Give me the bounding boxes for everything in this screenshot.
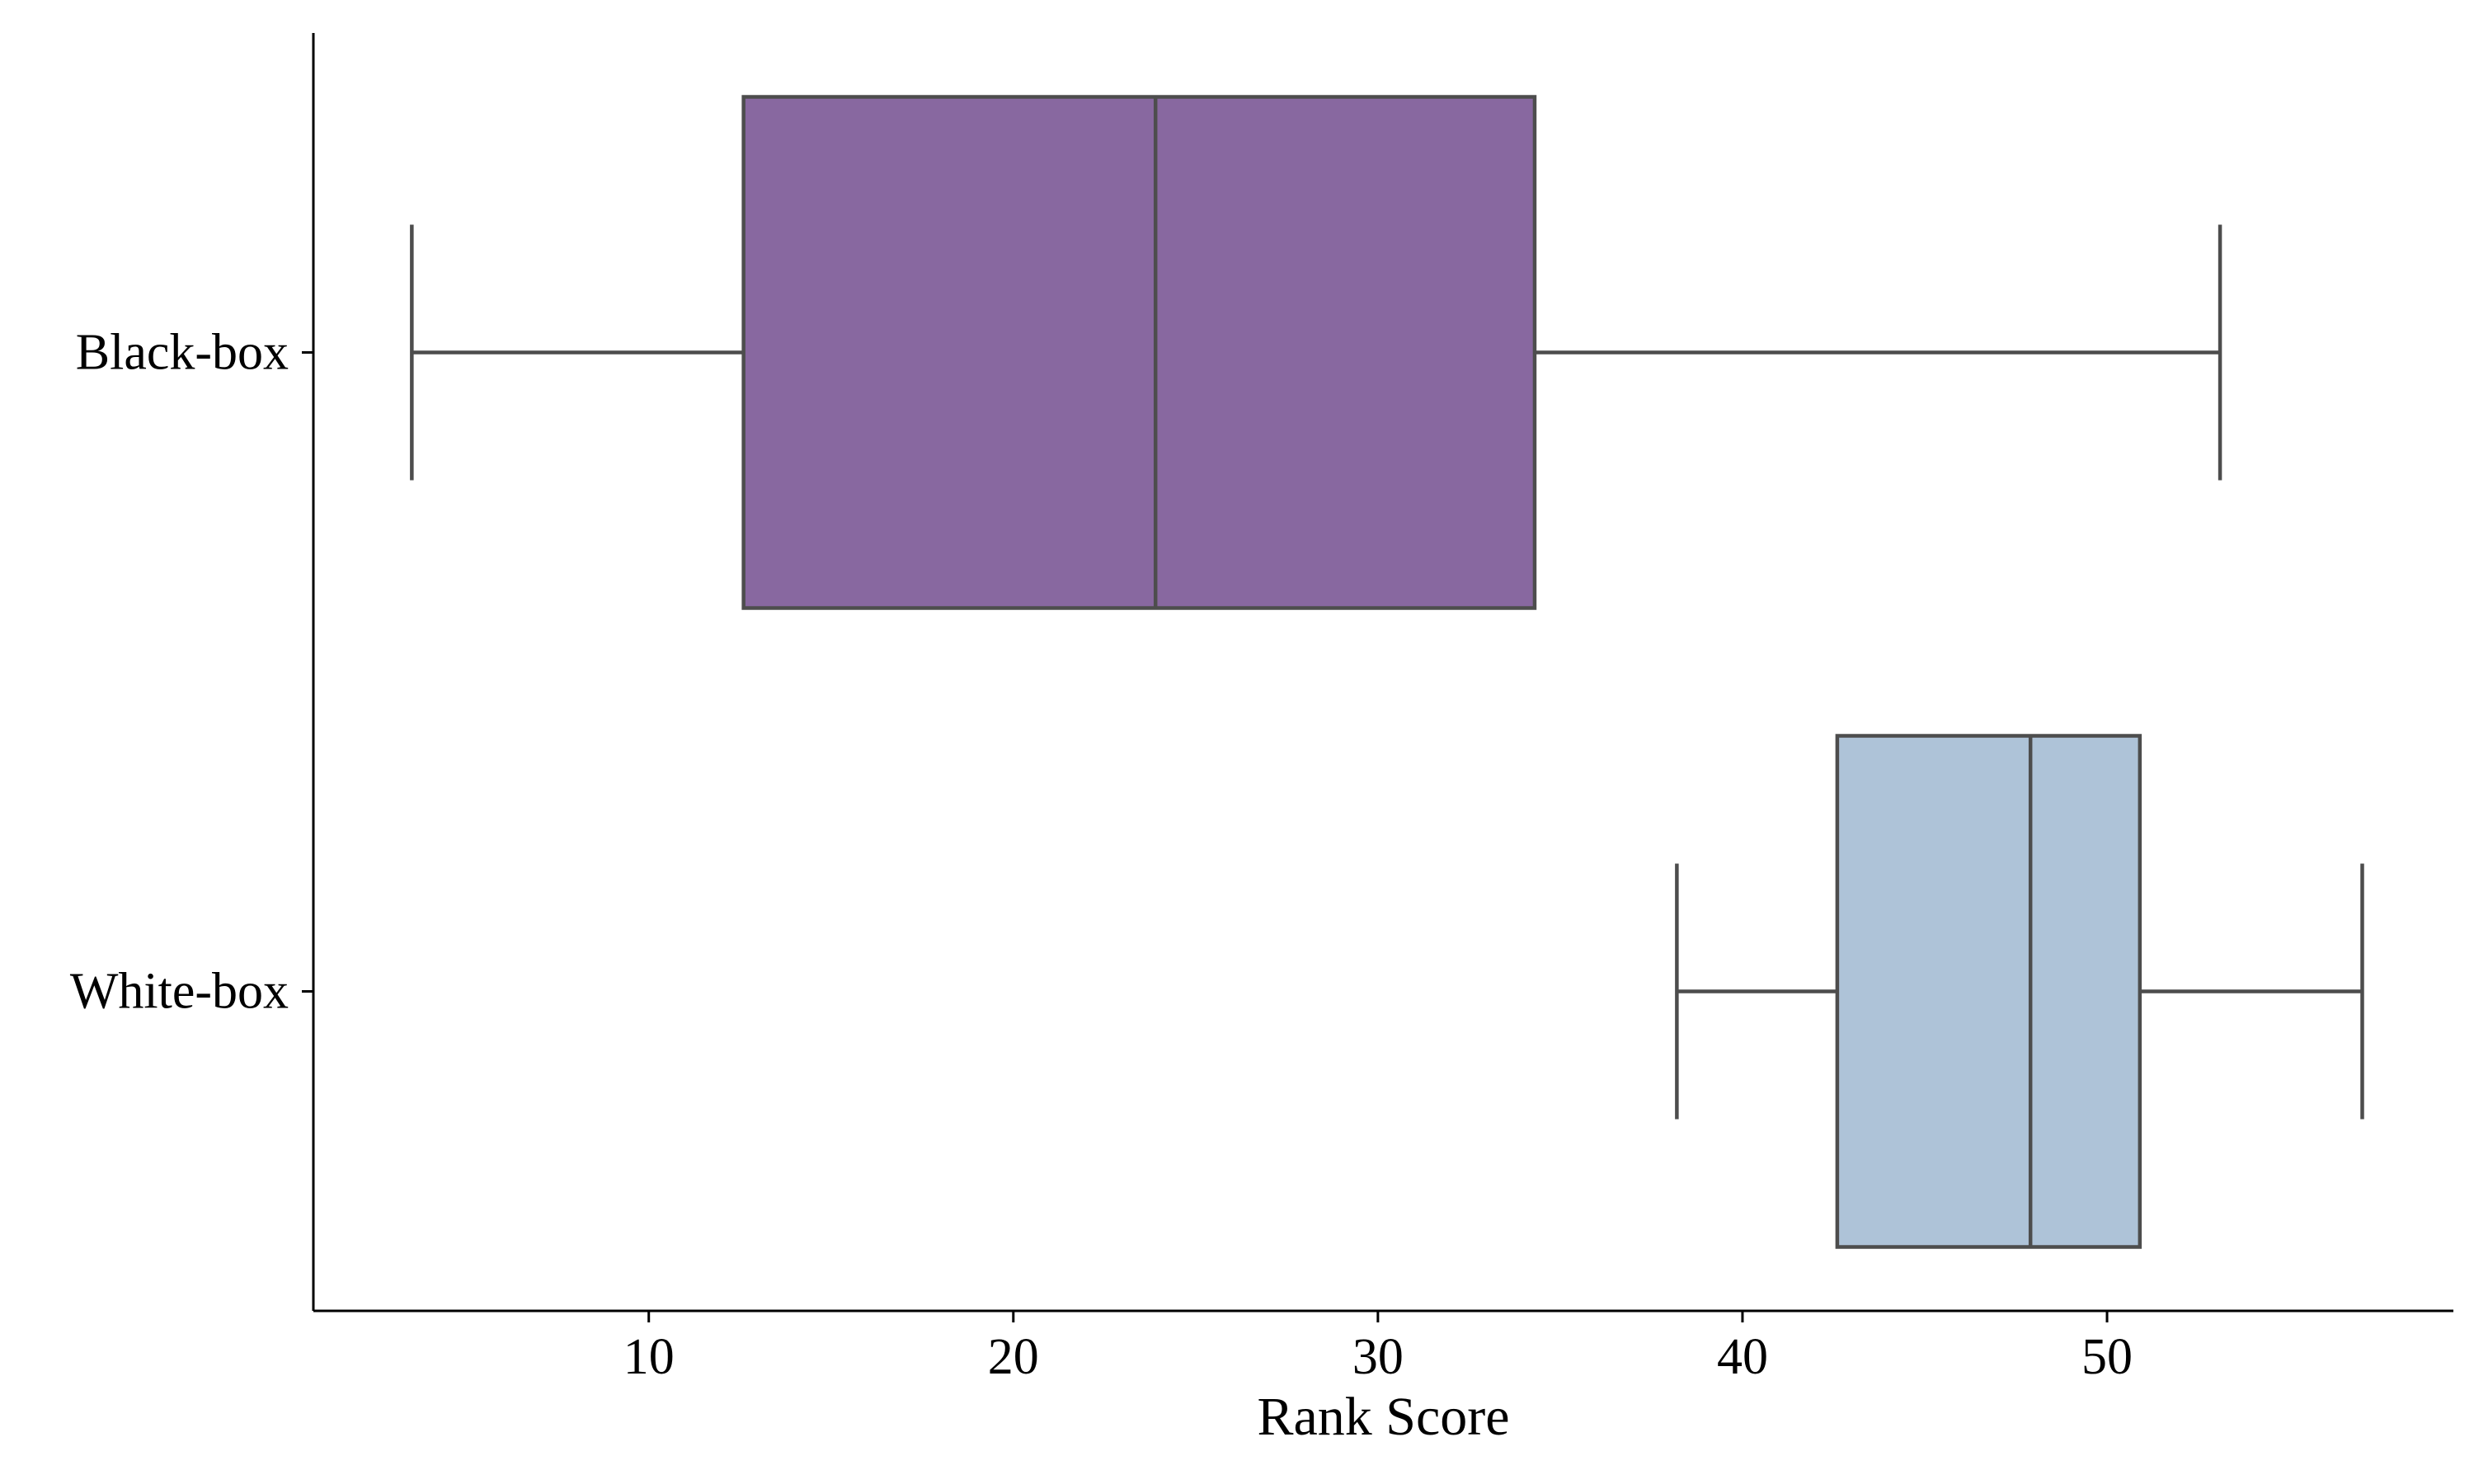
y-tick-label: Black-box xyxy=(76,325,289,381)
x-tick-label: 10 xyxy=(623,1329,675,1385)
ticks-layer: 10 20 30 40 50 Black-box White-box xyxy=(70,325,2133,1386)
box-group-black-box xyxy=(410,95,2222,610)
x-axis-label: Rank Score xyxy=(1257,1387,1509,1447)
y-tick-label: White-box xyxy=(70,964,289,1020)
iqr-box xyxy=(741,95,1537,610)
boxes-layer xyxy=(410,95,2364,1249)
iqr-box xyxy=(1835,734,2142,1249)
x-tick-label: 20 xyxy=(988,1329,1039,1385)
x-tick-label: 40 xyxy=(1717,1329,1768,1385)
x-tick-label: 50 xyxy=(2081,1329,2133,1385)
box-group-white-box xyxy=(1675,734,2364,1249)
axes-layer xyxy=(312,33,2453,1313)
x-tick-label: 30 xyxy=(1352,1329,1404,1385)
